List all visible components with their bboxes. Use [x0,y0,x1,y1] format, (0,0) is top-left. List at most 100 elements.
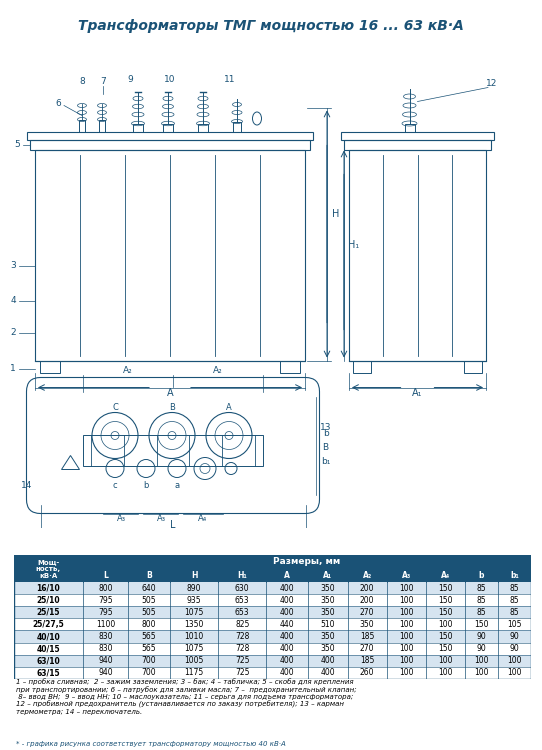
Text: 795: 795 [98,596,113,604]
Text: 1: 1 [10,364,16,373]
Text: 150: 150 [438,632,453,641]
Text: 400: 400 [280,668,295,677]
Text: 14: 14 [21,481,32,490]
Text: 940: 940 [98,668,113,677]
Text: 12: 12 [486,79,498,88]
Text: 185: 185 [360,632,375,641]
Text: A₄: A₄ [441,571,450,580]
Bar [349,149,486,361]
Text: * - графика рисунка соответствует трансформатору мощностью 40 кВ·А: * - графика рисунка соответствует трансф… [16,741,286,747]
Bar [133,124,143,131]
Text: 565: 565 [141,644,156,653]
Text: 935: 935 [187,596,202,604]
Text: H: H [191,571,197,580]
Text: 100: 100 [399,620,414,629]
Bar [14,655,531,667]
Bar [280,361,300,373]
Text: 85: 85 [510,596,519,604]
Text: 100: 100 [399,584,414,592]
Text: 350: 350 [321,596,335,604]
Text: b: b [143,481,149,490]
Text: 25/15: 25/15 [36,608,60,617]
Text: 85: 85 [477,608,486,617]
Bar [14,555,531,582]
Bar [404,124,415,131]
Bar [163,124,173,131]
Text: 150: 150 [438,644,453,653]
Text: c: c [113,481,117,490]
Text: 40/10: 40/10 [36,632,60,641]
Text: A: A [226,403,232,412]
Text: 100: 100 [399,596,414,604]
Text: 825: 825 [235,620,249,629]
Text: 350: 350 [321,608,335,617]
Text: 1175: 1175 [184,668,204,677]
Text: 10: 10 [164,75,176,84]
Text: 5: 5 [14,140,20,149]
Text: 100: 100 [438,620,453,629]
Text: 200: 200 [360,596,375,604]
Text: 16/10: 16/10 [36,584,60,592]
Text: 728: 728 [235,644,249,653]
Text: 640: 640 [141,584,156,592]
Text: 270: 270 [360,608,375,617]
Bar [353,361,371,373]
Text: 440: 440 [280,620,295,629]
Text: 270: 270 [360,644,375,653]
Text: B: B [322,443,328,452]
Bar [40,361,60,373]
Text: 85: 85 [510,584,519,592]
Text: 630: 630 [235,584,249,592]
Text: 350: 350 [321,584,335,592]
Text: 795: 795 [98,608,113,617]
Bar [79,119,85,131]
Text: 1350: 1350 [184,620,204,629]
Text: 400: 400 [280,608,295,617]
Text: 505: 505 [141,608,156,617]
Text: 85: 85 [477,596,486,604]
Text: 350: 350 [360,620,375,629]
Text: 100: 100 [438,656,453,665]
Text: 700: 700 [141,656,156,665]
Text: 100: 100 [399,656,414,665]
Text: 9: 9 [127,75,133,84]
Text: 85: 85 [477,584,486,592]
Text: 653: 653 [235,596,249,604]
Text: 725: 725 [235,656,249,665]
Text: 150: 150 [438,584,453,592]
Bar [83,435,263,466]
Text: 200: 200 [360,584,375,592]
Text: 100: 100 [438,668,453,677]
Text: 85: 85 [510,608,519,617]
Text: 6: 6 [55,99,61,108]
Bar [14,582,531,594]
Text: b: b [479,571,484,580]
Text: 185: 185 [360,656,375,665]
Text: 400: 400 [321,656,335,665]
Text: A: A [167,388,173,398]
Text: A₄: A₄ [198,514,208,523]
Text: 150: 150 [474,620,489,629]
Bar [30,140,310,149]
Text: 13: 13 [320,423,331,432]
Text: A₂: A₂ [213,366,223,375]
Text: 700: 700 [141,668,156,677]
Text: 350: 350 [321,644,335,653]
Text: 8: 8 [79,77,85,86]
Text: 100: 100 [507,656,522,665]
Text: 1075: 1075 [184,608,204,617]
Text: 653: 653 [235,608,249,617]
Text: 1010: 1010 [184,632,204,641]
Text: 1 – пробка сливная;  2 – зажим заземления; 3 – бак; 4 – табличка; 5 – скоба для : 1 – пробка сливная; 2 – зажим заземления… [16,678,357,716]
Text: 505: 505 [141,596,156,604]
Text: A₁: A₁ [412,388,423,398]
Text: 100: 100 [399,644,414,653]
Text: 90: 90 [476,632,486,641]
Bar [14,631,531,643]
Bar [341,131,494,140]
Text: 63/15: 63/15 [36,668,60,677]
Text: 25/10: 25/10 [36,596,60,604]
Text: H₁: H₁ [237,571,247,580]
Bar [14,643,531,655]
Text: b: b [322,429,328,438]
